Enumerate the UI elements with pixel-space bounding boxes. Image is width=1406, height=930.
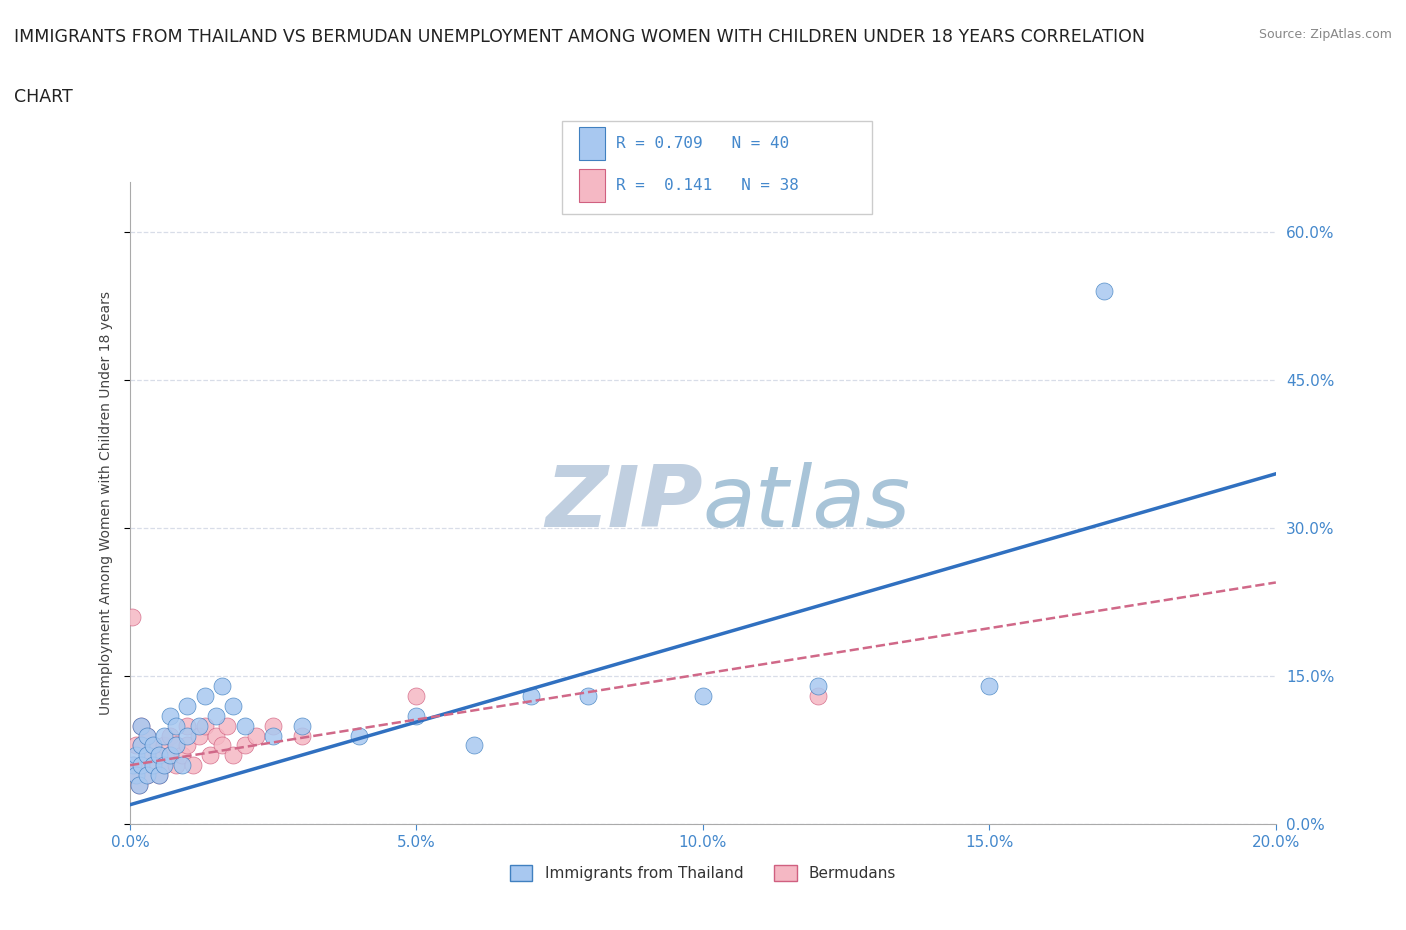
Point xyxy=(181,758,204,773)
Point xyxy=(176,718,198,733)
Point xyxy=(170,748,193,763)
Text: R =  0.141   N = 38: R = 0.141 N = 38 xyxy=(616,178,799,193)
Point xyxy=(193,688,215,703)
Point xyxy=(245,728,267,743)
Point xyxy=(136,767,159,782)
Point xyxy=(131,738,153,753)
Point xyxy=(125,767,148,782)
Point xyxy=(233,738,256,753)
Point xyxy=(165,758,187,773)
Point xyxy=(159,748,181,763)
Point xyxy=(131,718,153,733)
Point xyxy=(576,688,599,703)
Point xyxy=(200,748,222,763)
Point xyxy=(222,698,245,713)
Point xyxy=(205,728,228,743)
Point xyxy=(405,688,427,703)
Point xyxy=(806,688,828,703)
Point xyxy=(165,718,187,733)
Point xyxy=(806,679,828,694)
Point xyxy=(176,728,198,743)
Point xyxy=(211,738,233,753)
Point xyxy=(979,679,1001,694)
Point xyxy=(131,738,153,753)
Point xyxy=(136,748,159,763)
Point xyxy=(193,718,215,733)
Point xyxy=(142,738,165,753)
Point xyxy=(291,718,314,733)
Point xyxy=(136,728,159,743)
Point xyxy=(1092,284,1115,299)
Point xyxy=(142,758,165,773)
Point xyxy=(148,748,170,763)
Point xyxy=(122,758,145,773)
Point xyxy=(136,767,159,782)
Point xyxy=(176,698,198,713)
Point xyxy=(142,758,165,773)
Point xyxy=(159,748,181,763)
Point xyxy=(131,758,153,773)
Point xyxy=(211,679,233,694)
Point xyxy=(159,709,181,724)
Point xyxy=(176,738,198,753)
Point xyxy=(165,738,187,753)
Text: R = 0.709   N = 40: R = 0.709 N = 40 xyxy=(616,136,789,151)
Point xyxy=(153,738,176,753)
Point xyxy=(187,718,209,733)
Text: IMMIGRANTS FROM THAILAND VS BERMUDAN UNEMPLOYMENT AMONG WOMEN WITH CHILDREN UNDE: IMMIGRANTS FROM THAILAND VS BERMUDAN UNE… xyxy=(14,28,1144,46)
Point xyxy=(170,758,193,773)
Point xyxy=(347,728,370,743)
Point xyxy=(153,758,176,773)
Point xyxy=(233,718,256,733)
Point xyxy=(692,688,714,703)
Point xyxy=(153,728,176,743)
Point xyxy=(125,767,148,782)
Point xyxy=(165,738,187,753)
Point xyxy=(520,688,543,703)
Point xyxy=(205,709,228,724)
Point xyxy=(148,748,170,763)
Point xyxy=(122,758,145,773)
Text: ZIP: ZIP xyxy=(546,462,703,545)
Text: CHART: CHART xyxy=(14,88,73,106)
Point xyxy=(262,718,284,733)
Point xyxy=(131,718,153,733)
Text: Source: ZipAtlas.com: Source: ZipAtlas.com xyxy=(1258,28,1392,41)
Point xyxy=(136,728,159,743)
Point xyxy=(217,718,239,733)
Point xyxy=(131,758,153,773)
Point xyxy=(187,728,209,743)
Point xyxy=(222,748,245,763)
Legend: Immigrants from Thailand, Bermudans: Immigrants from Thailand, Bermudans xyxy=(503,859,903,887)
Text: atlas: atlas xyxy=(703,462,911,545)
Point xyxy=(291,728,314,743)
Point xyxy=(148,767,170,782)
Point xyxy=(463,738,485,753)
Point xyxy=(128,777,150,792)
Point xyxy=(128,777,150,792)
Point xyxy=(159,728,181,743)
Point xyxy=(136,748,159,763)
Point xyxy=(142,738,165,753)
Point xyxy=(405,709,427,724)
Point xyxy=(121,609,143,624)
Point xyxy=(153,758,176,773)
Point xyxy=(125,738,148,753)
Point xyxy=(148,767,170,782)
Point xyxy=(125,748,148,763)
Point xyxy=(262,728,284,743)
Y-axis label: Unemployment Among Women with Children Under 18 years: Unemployment Among Women with Children U… xyxy=(100,291,114,715)
